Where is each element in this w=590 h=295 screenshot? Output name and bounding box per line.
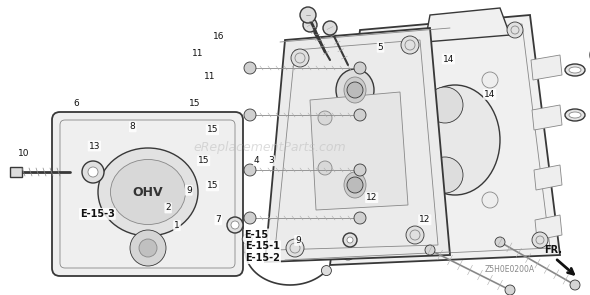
Ellipse shape <box>336 69 374 111</box>
Circle shape <box>354 164 366 176</box>
Ellipse shape <box>344 77 366 103</box>
Text: 3: 3 <box>268 156 274 165</box>
Text: 15: 15 <box>189 99 201 108</box>
Text: 2: 2 <box>165 204 171 212</box>
Text: 14: 14 <box>484 90 496 99</box>
Circle shape <box>139 239 157 257</box>
Text: 15: 15 <box>206 125 218 134</box>
Ellipse shape <box>410 85 500 195</box>
Circle shape <box>291 49 309 67</box>
Circle shape <box>354 109 366 121</box>
Polygon shape <box>330 15 560 265</box>
Circle shape <box>227 217 243 233</box>
Text: OHV: OHV <box>133 186 163 199</box>
Text: 9: 9 <box>186 186 192 195</box>
Circle shape <box>427 87 463 123</box>
Text: 10: 10 <box>18 149 30 158</box>
Ellipse shape <box>565 64 585 76</box>
Text: 14: 14 <box>442 55 454 63</box>
Circle shape <box>495 237 505 247</box>
Ellipse shape <box>336 164 374 206</box>
Ellipse shape <box>569 67 581 73</box>
Text: 11: 11 <box>192 49 204 58</box>
Text: E-15-1: E-15-1 <box>245 241 280 251</box>
Text: E-15-2: E-15-2 <box>245 253 280 263</box>
Circle shape <box>322 266 332 276</box>
Circle shape <box>323 21 337 35</box>
Circle shape <box>340 244 356 260</box>
Text: 12: 12 <box>366 193 378 202</box>
Circle shape <box>427 157 463 193</box>
Text: 7: 7 <box>215 215 221 224</box>
Circle shape <box>367 37 383 53</box>
Text: 13: 13 <box>88 142 100 150</box>
Text: 5: 5 <box>378 43 384 52</box>
Circle shape <box>318 161 332 175</box>
Ellipse shape <box>569 112 581 118</box>
Circle shape <box>354 212 366 224</box>
Circle shape <box>482 192 498 208</box>
Ellipse shape <box>98 148 198 236</box>
Circle shape <box>570 280 580 290</box>
Polygon shape <box>534 165 562 190</box>
Ellipse shape <box>344 172 366 198</box>
Text: E-15-3: E-15-3 <box>80 209 115 219</box>
Circle shape <box>343 233 357 247</box>
Circle shape <box>347 82 363 98</box>
Circle shape <box>532 232 548 248</box>
FancyBboxPatch shape <box>52 112 243 276</box>
Text: 1: 1 <box>174 221 180 230</box>
Text: 4: 4 <box>254 156 260 165</box>
Circle shape <box>244 109 256 121</box>
Text: eReplacementParts.com: eReplacementParts.com <box>194 142 346 155</box>
Circle shape <box>244 212 256 224</box>
Circle shape <box>406 226 424 244</box>
Circle shape <box>318 111 332 125</box>
Text: 15: 15 <box>206 181 218 190</box>
Circle shape <box>507 22 523 38</box>
Text: Z5H0E0200A: Z5H0E0200A <box>485 266 535 275</box>
Circle shape <box>347 177 363 193</box>
Circle shape <box>231 221 239 229</box>
Text: 12: 12 <box>419 215 431 224</box>
Circle shape <box>242 234 252 244</box>
Text: E-15: E-15 <box>245 230 268 240</box>
Circle shape <box>505 285 515 295</box>
Text: 15: 15 <box>198 156 209 165</box>
Polygon shape <box>531 55 562 80</box>
Circle shape <box>303 18 317 32</box>
Circle shape <box>286 239 304 257</box>
Circle shape <box>482 72 498 88</box>
Text: 6: 6 <box>74 99 80 108</box>
Circle shape <box>425 245 435 255</box>
Circle shape <box>244 164 256 176</box>
Circle shape <box>401 36 419 54</box>
Text: 11: 11 <box>204 72 215 81</box>
Ellipse shape <box>565 109 585 121</box>
Bar <box>10 167 22 177</box>
Ellipse shape <box>110 160 185 224</box>
Circle shape <box>244 62 256 74</box>
Circle shape <box>300 7 316 23</box>
Text: 16: 16 <box>212 32 224 41</box>
Text: 9: 9 <box>295 236 301 245</box>
Text: FR.: FR. <box>544 245 562 255</box>
Circle shape <box>82 161 104 183</box>
Polygon shape <box>535 215 562 240</box>
Circle shape <box>347 237 353 243</box>
Polygon shape <box>425 8 510 42</box>
Polygon shape <box>310 92 408 210</box>
Circle shape <box>88 167 98 177</box>
Polygon shape <box>532 105 562 130</box>
Circle shape <box>354 62 366 74</box>
Text: 8: 8 <box>130 122 136 131</box>
Circle shape <box>130 230 166 266</box>
Polygon shape <box>265 28 450 262</box>
